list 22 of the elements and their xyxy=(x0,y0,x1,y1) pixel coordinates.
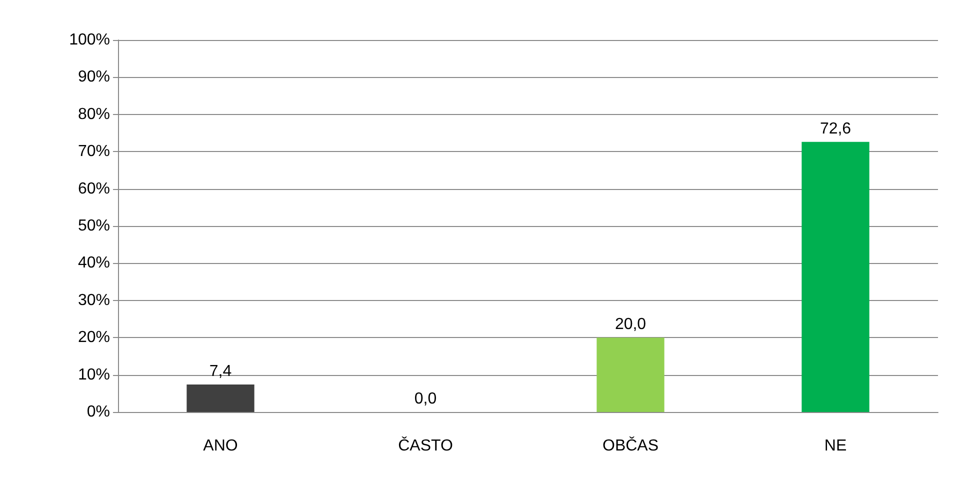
data-label: 72,6 xyxy=(820,120,852,138)
x-tick-label: OBČAS xyxy=(602,436,659,454)
bar xyxy=(802,142,870,412)
y-tick-label: 40% xyxy=(78,254,110,272)
y-tick-label: 60% xyxy=(78,180,110,198)
y-tick-label: 80% xyxy=(78,106,110,123)
y-tick-label: 30% xyxy=(78,292,110,309)
y-tick-label: 100% xyxy=(69,32,110,48)
x-tick-label: NE xyxy=(824,438,847,454)
data-label: 7,4 xyxy=(209,362,232,380)
bar xyxy=(596,338,664,412)
y-tick-label: 0% xyxy=(86,404,110,420)
data-label: 20,0 xyxy=(614,316,646,334)
y-tick-label: 10% xyxy=(78,366,110,384)
y-tick-label: 70% xyxy=(78,143,110,160)
data-label: 0,0 xyxy=(414,390,437,408)
bar xyxy=(186,384,254,412)
y-tick-label: 90% xyxy=(78,68,110,86)
y-tick-label: 20% xyxy=(78,329,110,346)
x-tick-label: ČASTO xyxy=(398,436,453,454)
y-tick-label: 50% xyxy=(78,218,110,234)
x-tick-label: ANO xyxy=(203,438,238,454)
